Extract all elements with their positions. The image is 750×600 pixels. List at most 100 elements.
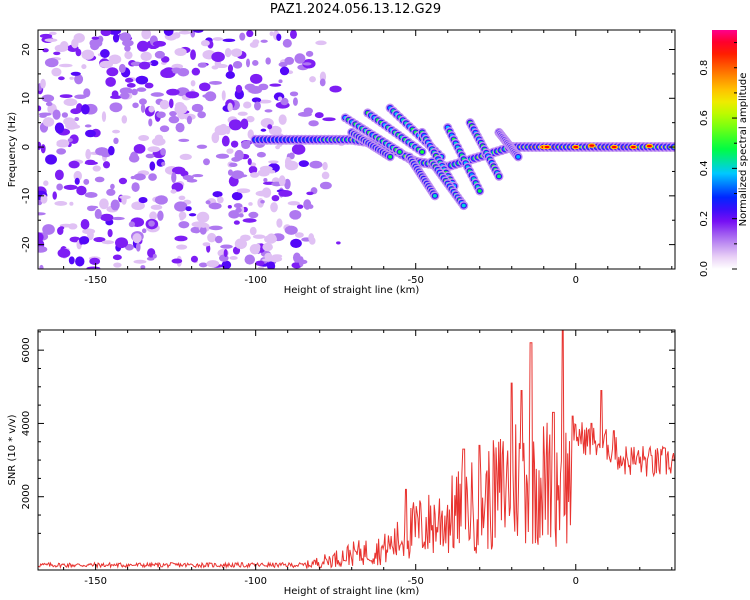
- noise-cell: [150, 59, 159, 67]
- heatmap-frame: [37, 29, 676, 270]
- noise-cell: [240, 118, 249, 130]
- noise-cell: [148, 105, 155, 113]
- noise-cell: [67, 138, 73, 143]
- noise-cell: [190, 255, 198, 263]
- noise-cell: [54, 122, 65, 134]
- noise-cell: [124, 243, 134, 251]
- noise-cell: [221, 90, 226, 101]
- noise-cell: [99, 60, 114, 69]
- noise-cell: [161, 161, 166, 167]
- noise-cell: [271, 194, 280, 202]
- noise-cell: [197, 111, 206, 119]
- noise-cell: [85, 159, 96, 165]
- noise-cell: [168, 115, 180, 124]
- noise-cell: [258, 83, 269, 91]
- noise-cell: [229, 255, 238, 260]
- noise-cell: [217, 196, 224, 204]
- colorbar: 0.0 0.2 0.4 0.6 0.8 Normalized spectral ampli…: [699, 30, 749, 277]
- noise-cell: [309, 160, 323, 169]
- noise-cell: [278, 114, 287, 125]
- noise-cell: [196, 144, 208, 149]
- noise-cell: [221, 135, 230, 147]
- noise-cell: [260, 128, 267, 132]
- noise-cell: [112, 254, 122, 261]
- noise-cell: [198, 262, 208, 268]
- noise-cell: [228, 119, 242, 131]
- noise-cell: [190, 80, 196, 87]
- noise-cell: [135, 242, 141, 252]
- noise-cell: [230, 140, 239, 148]
- noise-cell: [178, 30, 191, 35]
- noise-cell: [226, 148, 234, 154]
- snr-series-line: [38, 330, 675, 570]
- noise-cell: [252, 234, 266, 239]
- noise-cell: [38, 232, 44, 243]
- noise-cell: [128, 221, 136, 228]
- noise-cell: [249, 226, 257, 236]
- noise-cell: [291, 143, 306, 155]
- noise-cell: [113, 262, 122, 268]
- noise-cell: [251, 97, 262, 103]
- noise-cell: [141, 30, 152, 40]
- noise-cell: [249, 73, 263, 84]
- noise-cell: [277, 96, 283, 101]
- noise-cell: [168, 98, 174, 109]
- noise-cell: [115, 237, 129, 249]
- noise-cell: [269, 83, 282, 87]
- noise-cell: [292, 252, 301, 263]
- noise-cell: [110, 183, 115, 190]
- noise-cell: [58, 226, 65, 230]
- noise-cell: [85, 129, 96, 138]
- noise-cell: [56, 148, 67, 155]
- y-tick-label: 4000: [21, 411, 32, 436]
- noise-cell: [292, 97, 298, 106]
- noise-cell: [42, 224, 55, 235]
- noise-cell: [81, 49, 95, 60]
- noise-cell: [296, 204, 304, 209]
- noise-cell: [263, 178, 268, 183]
- noise-cell: [185, 206, 192, 212]
- noise-cell: [51, 67, 62, 77]
- noise-cell: [52, 109, 61, 120]
- noise-cell: [156, 111, 166, 119]
- noise-cell: [231, 48, 243, 58]
- spectrogram: [38, 30, 675, 269]
- noise-cell: [245, 58, 251, 68]
- noise-cell: [161, 56, 170, 63]
- noise-cell: [102, 161, 111, 169]
- noise-cell: [148, 173, 157, 181]
- noise-cell: [268, 169, 276, 174]
- noise-cell: [157, 210, 164, 221]
- noise-cell: [190, 226, 199, 234]
- noise-cell: [233, 220, 240, 225]
- signal-cell: [397, 150, 402, 154]
- noise-cell: [182, 174, 194, 181]
- noise-cell: [84, 192, 98, 198]
- y-tick-label: 0: [21, 144, 32, 150]
- noise-cell: [39, 264, 44, 269]
- noise-cell: [208, 225, 223, 231]
- noise-cell: [63, 98, 78, 107]
- noise-cell: [209, 80, 222, 85]
- noise-cell: [49, 31, 57, 36]
- noise-cell: [231, 191, 243, 201]
- noise-cell: [298, 160, 309, 168]
- y-tick-label: -20: [21, 236, 32, 252]
- noise-cell: [74, 177, 80, 185]
- noise-cell: [131, 201, 145, 211]
- noise-cell: [69, 201, 74, 206]
- noise-cell: [302, 62, 312, 66]
- noise-cell: [307, 204, 314, 209]
- noise-cell: [247, 158, 252, 166]
- noise-cell: [248, 165, 258, 174]
- y-tick-label: -10: [21, 188, 32, 204]
- colorbar-tick-label: 0.2: [699, 211, 710, 227]
- noise-cell: [52, 191, 57, 200]
- noise-cell: [138, 61, 151, 70]
- noise-cell: [294, 53, 306, 64]
- noise-cell: [170, 189, 177, 194]
- noise-cell: [214, 125, 229, 136]
- noise-cell: [290, 238, 302, 248]
